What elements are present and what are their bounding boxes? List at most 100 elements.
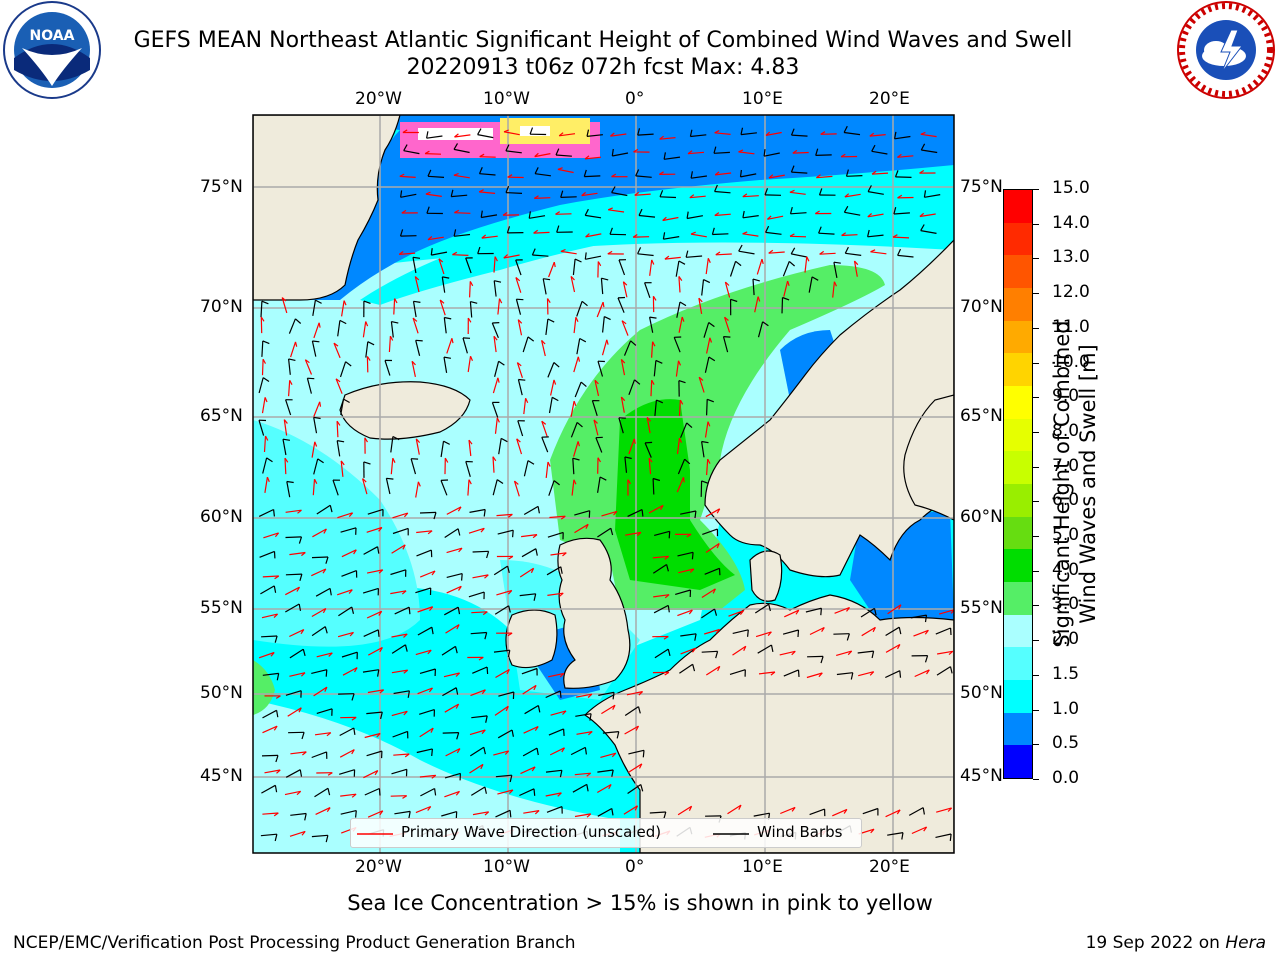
wind-barb [602, 731, 619, 734]
wave-arrow-head [716, 543, 720, 549]
wave-arrow-head [846, 607, 850, 612]
wave-arrow-head [742, 193, 748, 198]
wind-barb [285, 603, 300, 613]
wave-direction-arrow [783, 280, 789, 297]
wind-barb [585, 255, 602, 260]
wind-barb-flag [494, 280, 502, 283]
wave-direction-arrow [758, 671, 775, 675]
wind-barb-flag [949, 833, 952, 841]
wind-barb-flag [789, 206, 793, 214]
wind-barb [572, 783, 588, 793]
colorbar-tick-label: 0.5 [1052, 733, 1080, 754]
lon-label-bottom-10w: 10°W [483, 857, 530, 877]
wave-arrow-head [636, 531, 642, 537]
wind-barb-flag [408, 607, 411, 615]
wave-arrow-head [270, 652, 275, 657]
wave-arrow-head [547, 461, 551, 467]
colorbar-segment [1004, 614, 1032, 648]
wave-arrow-head [507, 590, 513, 595]
wave-direction-arrow [287, 707, 302, 717]
wave-arrow-head [427, 806, 432, 811]
wind-barb [585, 214, 602, 219]
wave-direction-arrow [493, 750, 509, 756]
wave-arrow-head [322, 568, 327, 574]
wave-direction-arrow [523, 398, 527, 415]
wave-direction-legend-label: Primary Wave Direction (unscaled) [401, 823, 662, 841]
wave-arrow-head [515, 277, 521, 282]
wave-direction-arrow [653, 594, 670, 598]
land-scandinavia [704, 239, 954, 578]
wind-barb [341, 570, 357, 577]
wave-direction-arrow [600, 752, 616, 758]
wave-direction-arrow [870, 251, 887, 255]
wave-arrow-head [833, 281, 838, 287]
wind-barb [497, 729, 513, 739]
wind-barb [392, 527, 409, 535]
wave-direction-arrow [453, 174, 470, 179]
wave-direction-arrow [714, 132, 731, 135]
wind-barb-flag [663, 811, 667, 819]
wind-barb-flag [453, 143, 459, 150]
wave-direction-arrow [289, 672, 306, 677]
wind-barb-flag [637, 247, 642, 255]
wave-arrow-head [687, 150, 693, 155]
wave-direction-arrow [570, 276, 576, 293]
wind-barb-flag [581, 300, 588, 307]
wave-arrow-head [452, 251, 458, 256]
wave-arrow-head [275, 695, 281, 699]
wind-barb-flag [899, 670, 902, 678]
wave-arrow-head [340, 460, 345, 466]
wind-barb-flag [301, 732, 305, 740]
wind-barb [597, 476, 601, 493]
wave-direction-arrow [573, 317, 577, 334]
wind-barb-flag [431, 748, 433, 756]
wave-direction-arrow [341, 549, 357, 558]
colorbar-tick-label: 3.0 [1052, 594, 1080, 615]
wind-barb-flag [580, 381, 587, 388]
wave-arrow-head [795, 609, 800, 615]
wave-direction-arrow [337, 512, 353, 519]
wind-barb-flag [505, 144, 510, 152]
wave-direction-arrow [844, 193, 861, 198]
wave-direction-arrow [789, 235, 807, 238]
wave-direction-arrow [732, 645, 747, 656]
wind-barb [522, 336, 529, 353]
wave-arrow-head [281, 297, 287, 302]
wind-barb-flag [662, 232, 666, 240]
wave-arrow-head [652, 295, 657, 301]
wave-direction-arrow [316, 652, 333, 658]
wind-barb [703, 322, 710, 338]
wind-barb [936, 666, 951, 676]
wind-barb [260, 833, 277, 837]
wind-barb [337, 320, 341, 337]
colorbar-segment [1004, 386, 1032, 420]
wave-arrow-head [516, 438, 521, 443]
wave-direction-arrow [284, 458, 287, 475]
wave-arrow-head [318, 322, 321, 328]
wave-direction-arrow [574, 813, 591, 818]
wave-direction-arrow [285, 509, 302, 513]
wind-barb [492, 479, 498, 496]
wind-barb-flag [433, 512, 437, 520]
wind-barb [261, 754, 279, 757]
wave-direction-arrow [767, 215, 784, 220]
wind-barb [572, 458, 575, 475]
wind-barb-flag [843, 125, 848, 133]
wind-barb [574, 510, 590, 516]
wave-direction-arrow [284, 790, 301, 796]
svg-text:NOAA: NOAA [30, 28, 75, 44]
wind-barb-flag [820, 608, 822, 616]
wave-arrow-head [738, 149, 744, 153]
wind-barb-flag [752, 278, 760, 282]
wave-arrow-head [867, 213, 872, 218]
wind-barb [313, 458, 319, 475]
wave-arrow-head [541, 339, 546, 345]
wind-barb-flag [454, 646, 458, 654]
wave-arrow-head [814, 210, 820, 215]
wind-barb [535, 173, 551, 177]
wind-barb [935, 627, 951, 635]
wind-barb [261, 340, 264, 357]
wind-barb-flag [694, 633, 697, 641]
wave-direction-arrow [698, 377, 705, 393]
wave-direction-arrow [621, 320, 629, 336]
